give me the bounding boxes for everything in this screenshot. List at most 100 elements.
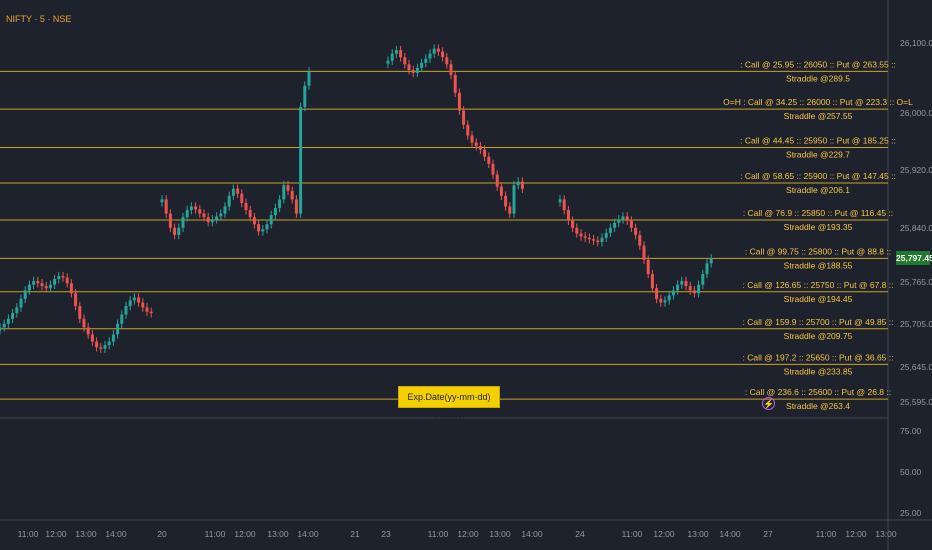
straddle-label: Straddle @233.85 — [784, 366, 853, 376]
candle-body — [86, 327, 90, 335]
candle-body — [210, 219, 214, 223]
price-tick-label: 25,645.00 — [900, 362, 932, 372]
time-tick-label: 11:00 — [18, 529, 39, 539]
candle-body — [600, 237, 604, 243]
candle-body — [587, 237, 591, 240]
candle-body — [294, 199, 298, 214]
candle-body — [512, 185, 516, 214]
time-tick-label: 21 — [350, 529, 360, 539]
lightning-icon[interactable]: ⚡ — [762, 397, 775, 410]
candle-body — [236, 188, 240, 194]
option-quote-label: : Call @ 25.95 :: 26050 :: Put @ 263.55 … — [740, 59, 896, 69]
level-lines — [0, 70, 888, 400]
candle-body — [40, 283, 44, 287]
candle-body — [394, 50, 398, 54]
candle-body — [621, 216, 625, 220]
option-quote-label: : Call @ 44.45 :: 25950 :: Put @ 185.25 … — [740, 136, 896, 146]
candle-body — [189, 206, 193, 211]
candle-body — [684, 281, 688, 287]
time-axis: 11:00 12:00 13:00 14:00 20 11:00 12:00 13:00 14:… — [18, 529, 897, 539]
candle-body — [290, 190, 294, 200]
level-labels: : Call @ 25.95 :: 26050 :: Put @ 263.55 … — [723, 59, 913, 411]
candle-body — [470, 135, 474, 143]
candle-body — [141, 302, 145, 308]
candle-body — [655, 288, 659, 299]
candle-body — [579, 233, 583, 237]
time-tick-label: 13:00 — [875, 529, 897, 539]
candles — [0, 44, 713, 353]
straddle-label: Straddle @263.4 — [786, 401, 850, 411]
lower-tick-label: 25.00 — [900, 508, 922, 518]
time-tick-label: 11:00 — [622, 529, 643, 539]
straddle-label: Straddle @188.55 — [784, 260, 853, 270]
candle-body — [223, 206, 227, 214]
candle-body — [36, 281, 40, 284]
candle-body — [634, 227, 638, 235]
time-tick-label: 12:00 — [457, 529, 479, 539]
candle-body — [103, 345, 107, 349]
time-tick-label: 14:00 — [297, 529, 319, 539]
candle-body — [646, 259, 650, 275]
candle-body — [202, 213, 206, 218]
candle-body — [680, 281, 684, 285]
candle-body — [407, 64, 411, 71]
candle-body — [303, 85, 307, 107]
symbol-title[interactable]: NIFTY · 5 · NSE — [6, 14, 72, 24]
candle-body — [566, 210, 570, 221]
candle-body — [688, 286, 692, 291]
time-tick-label: 11:00 — [205, 529, 226, 539]
time-tick-label: 13:00 — [75, 529, 97, 539]
candle-body — [420, 62, 424, 68]
option-quote-label: : Call @ 126.65 :: 25750 :: Put @ 67.8 :… — [743, 280, 894, 290]
candle-body — [462, 110, 466, 125]
candle-body — [231, 188, 235, 196]
straddle-label: Straddle @209.75 — [784, 331, 853, 341]
candle-body — [592, 239, 596, 241]
candle-body — [474, 142, 478, 147]
candle-body — [629, 220, 633, 228]
time-tick-label: 23 — [381, 529, 391, 539]
candle-body — [457, 92, 461, 111]
option-quote-label: : Call @ 197.2 :: 25650 :: Put @ 36.65 :… — [743, 352, 894, 362]
candle-body — [23, 290, 27, 299]
candle-body — [558, 199, 562, 203]
candle-body — [483, 149, 487, 157]
candle-body — [399, 50, 403, 58]
straddle-label: Straddle @194.45 — [784, 294, 853, 304]
candle-body — [705, 263, 709, 275]
time-tick-label: 13:00 — [267, 529, 289, 539]
candle-body — [120, 314, 124, 324]
candle-body — [173, 227, 177, 235]
candle-body — [160, 199, 164, 203]
option-quote-label: : Call @ 99.75 :: 25800 :: Put @ 88.8 :: — [745, 246, 891, 256]
candle-body — [149, 311, 153, 314]
straddle-label: Straddle @206.1 — [786, 185, 850, 195]
time-tick-label: 13:00 — [489, 529, 511, 539]
candle-body — [307, 71, 311, 86]
candle-body — [299, 106, 303, 214]
candle-body — [137, 297, 141, 303]
candle-body — [6, 318, 10, 324]
candle-body — [667, 295, 671, 301]
candle-body — [269, 215, 273, 225]
candle-body — [278, 199, 282, 208]
candle-body — [520, 181, 524, 189]
candle-body — [15, 307, 19, 314]
time-tick-label: 12:00 — [234, 529, 256, 539]
candle-body — [403, 57, 407, 65]
time-tick-label: 11:00 — [816, 529, 837, 539]
candle-body — [227, 195, 231, 207]
candle-body — [282, 185, 286, 200]
candle-body — [428, 53, 432, 59]
candle-body — [107, 341, 111, 346]
candle-body — [692, 290, 696, 294]
candle-body — [466, 124, 470, 136]
candle-body — [95, 341, 99, 348]
candle-body — [608, 227, 612, 233]
price-tick-label: 26,100.00 — [900, 38, 932, 48]
candle-body — [487, 156, 491, 164]
candle-body — [596, 240, 600, 243]
candle-body — [562, 199, 566, 211]
straddle-label: Straddle @229.7 — [786, 150, 850, 160]
